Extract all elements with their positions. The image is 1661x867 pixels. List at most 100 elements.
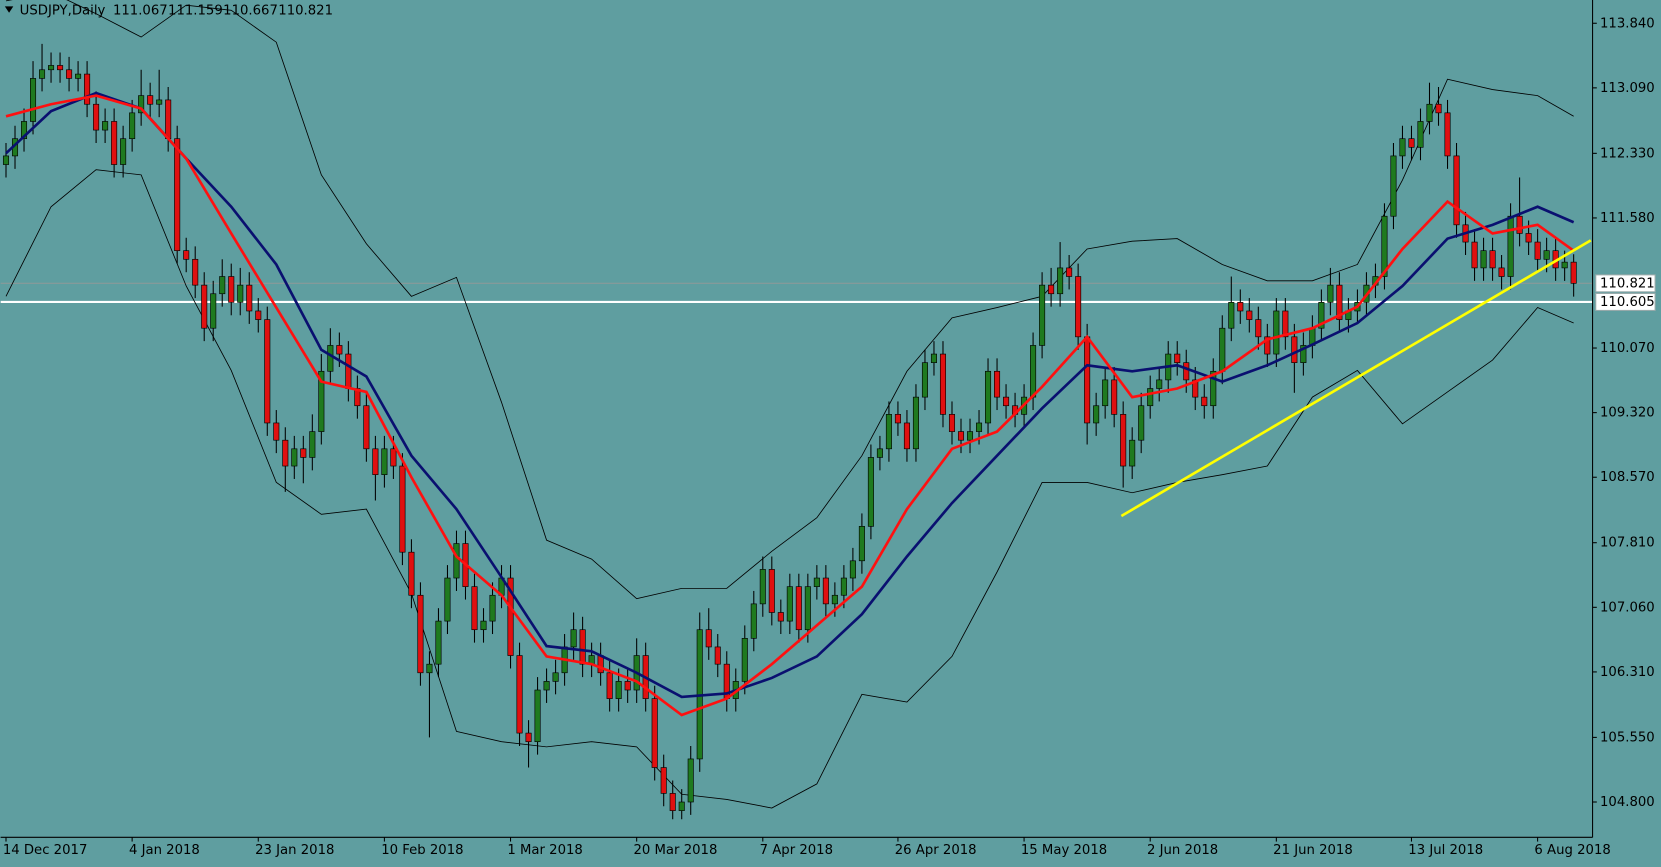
candle-body: [201, 284, 208, 329]
candle-body: [1507, 215, 1514, 277]
bollinger-band: [5, 169, 1574, 809]
candle-body: [444, 577, 451, 622]
candle-body: [84, 73, 91, 105]
candle-body: [102, 121, 109, 131]
candle-body: [1192, 379, 1199, 398]
candle-body: [687, 758, 694, 803]
header: USDJPY,Daily 111.067 111.159 110.667 110…: [4, 4, 333, 19]
candle-body: [1444, 112, 1451, 157]
candle-body: [1120, 414, 1127, 467]
candle-body: [1291, 336, 1298, 363]
candle-body: [48, 65, 55, 71]
candle-body: [624, 681, 631, 691]
candle-body: [1561, 261, 1568, 269]
candle-body: [1156, 379, 1163, 389]
candle-body: [255, 310, 262, 320]
candle-body: [192, 258, 199, 286]
candle-body: [1048, 284, 1055, 295]
candle-body: [1435, 103, 1442, 114]
candle-body: [75, 73, 82, 79]
x-tick-label: 13 Jul 2018: [1408, 843, 1483, 858]
candle-body: [1237, 302, 1244, 312]
candle-body: [885, 414, 892, 450]
candle-body: [1129, 439, 1136, 467]
candle-body: [912, 396, 919, 450]
candle-body: [606, 672, 613, 699]
y-tick-label: 113.840: [1600, 16, 1655, 31]
candle-body: [669, 793, 676, 811]
candle-body: [867, 457, 874, 527]
x-tick-label: 21 Jun 2018: [1273, 843, 1353, 858]
candle-body: [849, 560, 856, 579]
candle-body: [741, 638, 748, 682]
y-tick-label: 111.580: [1600, 211, 1655, 226]
candle-body: [1399, 138, 1406, 157]
candle-body: [1408, 138, 1415, 148]
candle-body: [381, 448, 388, 475]
candle-body: [30, 78, 37, 122]
candle-body: [1003, 396, 1010, 407]
candle-body: [57, 65, 64, 71]
candle-body: [327, 345, 334, 372]
candle-body: [894, 414, 901, 424]
candle-body: [759, 569, 766, 605]
candle-body: [1183, 362, 1190, 381]
y-tick-label: 112.330: [1600, 146, 1655, 161]
candle-body: [651, 698, 658, 768]
candle-body: [1489, 250, 1496, 269]
candle-body: [1318, 302, 1325, 329]
candle-body: [1138, 405, 1145, 441]
candle-body: [246, 284, 253, 312]
close-value: 110.821: [278, 4, 333, 19]
candle-body: [300, 448, 307, 458]
candle-body: [273, 422, 280, 441]
candle-body: [921, 362, 928, 398]
candle-body: [480, 620, 487, 631]
candle-body: [1426, 103, 1433, 122]
x-tick-label: 26 Apr 2018: [895, 843, 977, 858]
candle-body: [1453, 155, 1460, 226]
candle-body: [1300, 345, 1307, 363]
candle-body: [1255, 319, 1262, 338]
x-tick-label: 7 Apr 2018: [760, 843, 833, 858]
candle-body: [291, 448, 298, 467]
candle-body: [768, 569, 775, 613]
x-tick-label: 14 Dec 2017: [3, 843, 88, 858]
x-tick-label: 2 Jun 2018: [1147, 843, 1218, 858]
candle-body: [552, 672, 559, 682]
candle-body: [93, 103, 100, 131]
candle-body: [471, 586, 478, 631]
candle-body: [363, 405, 370, 450]
candle-body: [210, 293, 217, 329]
candle-body: [840, 577, 847, 596]
candle-body: [138, 95, 145, 114]
moving-average: [5, 91, 1575, 699]
candle-body: [318, 370, 325, 432]
candle-body: [1516, 215, 1523, 234]
candle-body: [174, 138, 181, 251]
candle-body: [994, 370, 1001, 398]
candle-body: [570, 629, 577, 648]
candle-body: [876, 448, 883, 458]
candle-body: [165, 99, 172, 140]
candle-body: [714, 646, 721, 665]
candle-body: [1210, 370, 1217, 407]
candle-body: [21, 121, 28, 140]
candle-body: [129, 112, 136, 140]
candle-body: [804, 586, 811, 631]
candle-body: [1534, 241, 1541, 260]
candle-body: [507, 577, 514, 656]
candle-body: [534, 689, 541, 743]
candle-body: [426, 663, 433, 674]
candle-body: [579, 629, 586, 665]
menu-triangle: [4, 6, 14, 13]
y-tick-label: 109.320: [1600, 406, 1655, 421]
candle-body: [543, 681, 550, 691]
candle-body: [831, 594, 838, 605]
candle-body: [903, 422, 910, 450]
open-value: 111.067: [113, 4, 168, 19]
candle-body: [120, 138, 127, 165]
candle-body: [660, 767, 667, 794]
candle-body: [1273, 310, 1280, 355]
moving-average: [5, 94, 1575, 717]
